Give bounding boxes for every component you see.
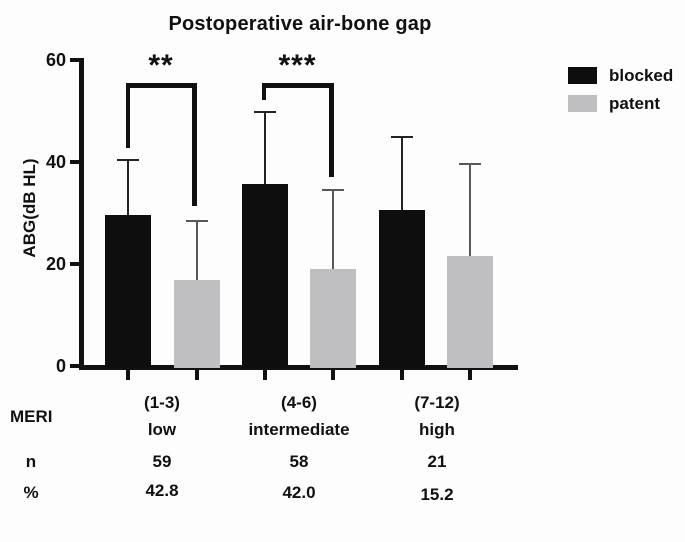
x-tick-patent-2 (468, 369, 472, 380)
table-cell-level-intermediate: intermediate (248, 420, 350, 439)
error-bar-blocked-1 (264, 112, 266, 189)
error-bar-blocked-0 (127, 160, 129, 219)
legend-label-patent: patent (609, 93, 660, 113)
error-bar-patent-2 (469, 163, 471, 261)
y-tick-label-40: 40 (45, 151, 66, 172)
error-cap-patent-1 (322, 189, 344, 192)
sig-bracket-left-1 (261, 83, 266, 100)
error-cap-patent-0 (185, 219, 208, 222)
significance-label-0: ** (148, 49, 174, 82)
x-tick-blocked-2 (399, 369, 404, 380)
table-cell-level-low: low (147, 420, 177, 439)
bar-patent-0 (173, 280, 220, 368)
bar-patent-2 (447, 256, 493, 368)
significance-label-1: *** (278, 49, 317, 82)
sig-bracket-top-1 (261, 83, 334, 88)
y-tick-0 (70, 363, 79, 368)
sig-bracket-top-0 (125, 83, 197, 88)
table-cell-pct-intermediate: 42.0 (282, 483, 316, 502)
table-cell-range-high: (7-12) (414, 393, 460, 412)
error-cap-blocked-2 (390, 135, 413, 138)
y-tick-label-20: 20 (45, 253, 66, 274)
y-tick-60 (70, 57, 79, 62)
table-cell-n-high: 21 (427, 452, 447, 471)
sig-bracket-right-0 (192, 83, 197, 206)
legend-item-blocked: blocked (568, 66, 673, 84)
sig-bracket-right-1 (329, 83, 334, 177)
error-bar-patent-1 (332, 190, 334, 273)
table-cell-level-high: high (419, 420, 455, 439)
table-cell-range-low: (1-3) (144, 393, 180, 412)
table-row-label-meri: MERI (10, 407, 53, 426)
table-cell-n-intermediate: 58 (289, 452, 309, 471)
x-axis-line (79, 365, 518, 370)
table-cell-pct-low: 42.8 (145, 481, 179, 500)
error-cap-patent-2 (459, 162, 481, 165)
error-cap-blocked-1 (254, 111, 276, 114)
x-tick-blocked-1 (263, 369, 267, 380)
bar-blocked-1 (242, 184, 288, 368)
sig-bracket-left-0 (125, 83, 130, 148)
legend-swatch-blocked-icon (568, 66, 597, 84)
table-row-label-pct: % (23, 483, 39, 502)
bar-blocked-0 (105, 214, 151, 368)
table-cell-range-intermediate: (4-6) (281, 393, 317, 412)
error-cap-blocked-0 (117, 159, 139, 162)
y-tick-20 (70, 261, 79, 266)
y-tick-label-60: 60 (45, 49, 66, 70)
y-tick-label-0: 0 (55, 355, 66, 376)
x-tick-patent-0 (194, 369, 199, 380)
y-tick-40 (70, 159, 79, 164)
table-row-label-n: n (25, 452, 37, 471)
error-bar-blocked-2 (400, 136, 403, 215)
legend-label-blocked: blocked (609, 65, 674, 85)
bar-patent-1 (310, 268, 356, 368)
bar-blocked-2 (378, 210, 425, 368)
chart-title: Postoperative air-bone gap (168, 13, 432, 35)
legend-item-patent: patent (568, 94, 660, 112)
error-bar-patent-0 (195, 220, 198, 285)
legend-swatch-patent-icon (568, 94, 597, 112)
x-tick-blocked-0 (126, 369, 130, 380)
table-cell-pct-high: 15.2 (420, 485, 454, 504)
x-tick-patent-1 (331, 369, 335, 380)
table-cell-n-low: 59 (152, 452, 172, 471)
y-axis-line (79, 57, 84, 370)
